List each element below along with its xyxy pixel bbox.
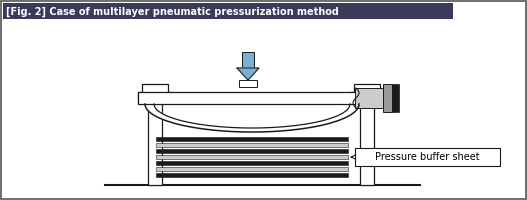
FancyBboxPatch shape (156, 161, 348, 165)
FancyBboxPatch shape (138, 92, 172, 102)
FancyBboxPatch shape (156, 143, 348, 147)
FancyBboxPatch shape (383, 84, 392, 112)
FancyBboxPatch shape (350, 92, 384, 102)
FancyBboxPatch shape (392, 84, 399, 112)
FancyBboxPatch shape (354, 84, 380, 94)
FancyBboxPatch shape (156, 155, 348, 159)
Polygon shape (145, 104, 359, 132)
FancyBboxPatch shape (3, 3, 453, 19)
Polygon shape (237, 68, 259, 80)
FancyBboxPatch shape (156, 137, 348, 141)
FancyBboxPatch shape (355, 88, 383, 108)
FancyBboxPatch shape (148, 100, 162, 185)
FancyBboxPatch shape (156, 173, 348, 177)
FancyBboxPatch shape (138, 92, 385, 104)
Text: [Fig. 2] Case of multilayer pneumatic pressurization method: [Fig. 2] Case of multilayer pneumatic pr… (6, 6, 339, 17)
FancyBboxPatch shape (360, 100, 374, 185)
FancyBboxPatch shape (156, 167, 348, 171)
FancyBboxPatch shape (142, 84, 168, 94)
FancyBboxPatch shape (242, 52, 254, 68)
FancyBboxPatch shape (355, 148, 500, 166)
FancyBboxPatch shape (239, 80, 257, 87)
FancyBboxPatch shape (156, 149, 348, 153)
Text: Pressure buffer sheet: Pressure buffer sheet (375, 152, 480, 162)
